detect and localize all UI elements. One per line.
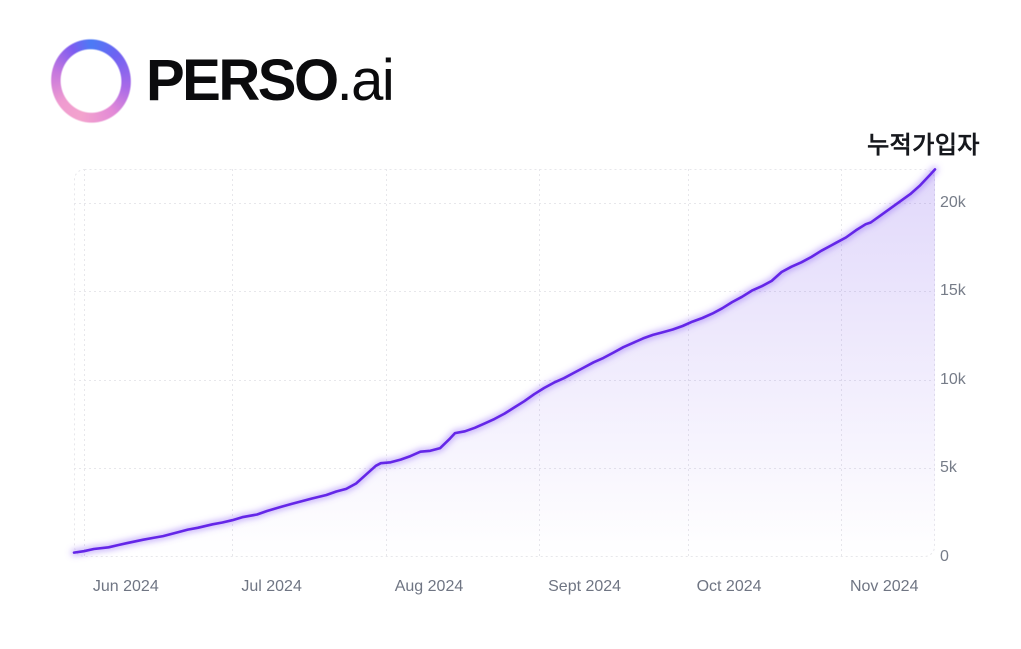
chart-title: 누적가입자 xyxy=(867,132,980,159)
brand-name: PERSO .ai xyxy=(146,48,395,113)
brand-name-suffix: .ai xyxy=(336,48,395,113)
x-tick-label-aug: Aug 2024 xyxy=(394,578,464,595)
y-tick-label-10k: 10k xyxy=(940,370,966,388)
y-tick-label-15k: 15k xyxy=(940,282,966,300)
brand-name-main: PERSO xyxy=(146,48,339,113)
x-tick-label-oct: Oct 2024 xyxy=(696,578,762,595)
y-tick-label-5k: 5k xyxy=(940,459,957,477)
x-tick-label-nov: Nov 2024 xyxy=(849,578,919,595)
x-tick-label-sept: Sept 2024 xyxy=(548,578,622,595)
x-tick-label-jul: Jul 2024 xyxy=(241,578,302,595)
x-tick-label-jun: Jun 2024 xyxy=(92,578,159,595)
brand-header: PERSO .ai xyxy=(43,31,395,131)
y-tick-label-0: 0 xyxy=(940,548,949,565)
y-tick-label-20k: 20k xyxy=(940,193,966,211)
